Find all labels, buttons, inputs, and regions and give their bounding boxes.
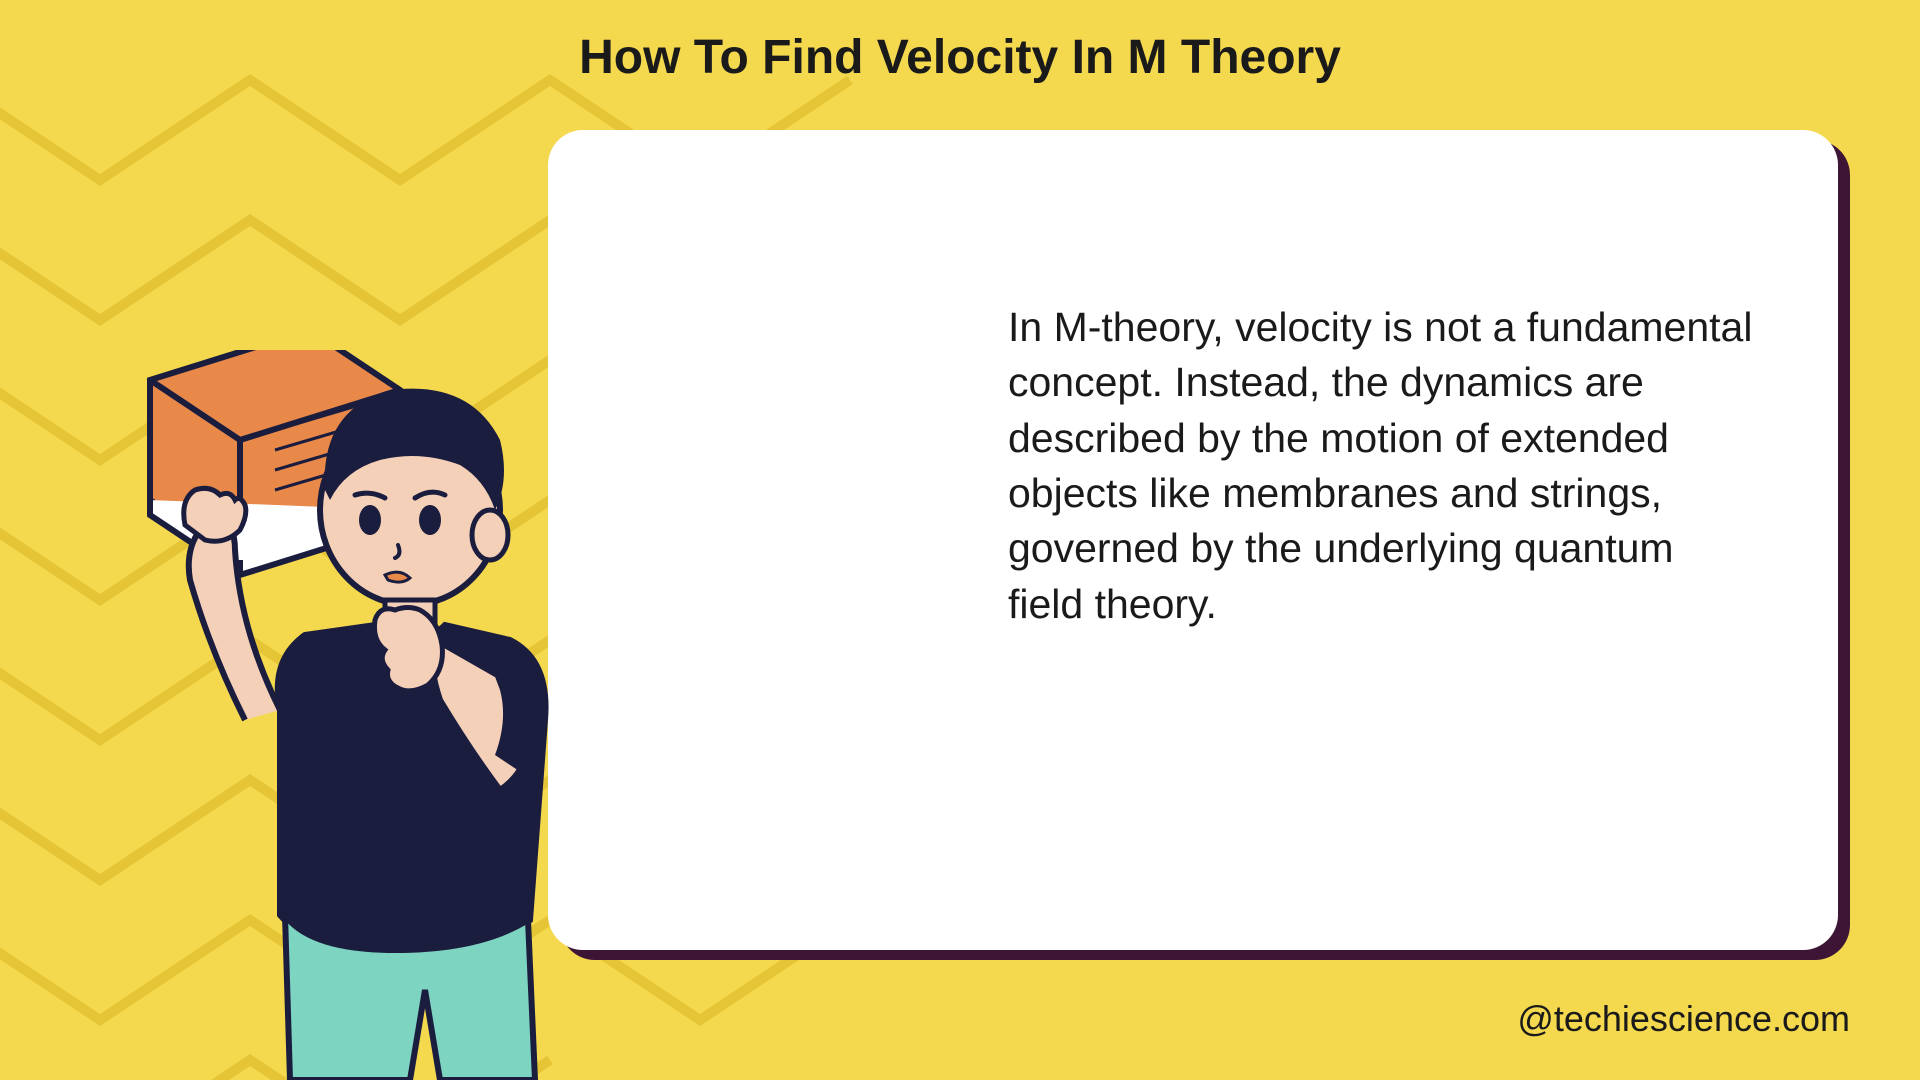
body-text: In M-theory, velocity is not a fundament…: [1008, 300, 1758, 632]
page-title: How To Find Velocity In M Theory: [0, 30, 1920, 85]
attribution-text: @techiescience.com: [1517, 998, 1850, 1040]
thinking-person-illustration: [130, 350, 630, 1080]
content-card: In M-theory, velocity is not a fundament…: [548, 130, 1838, 950]
